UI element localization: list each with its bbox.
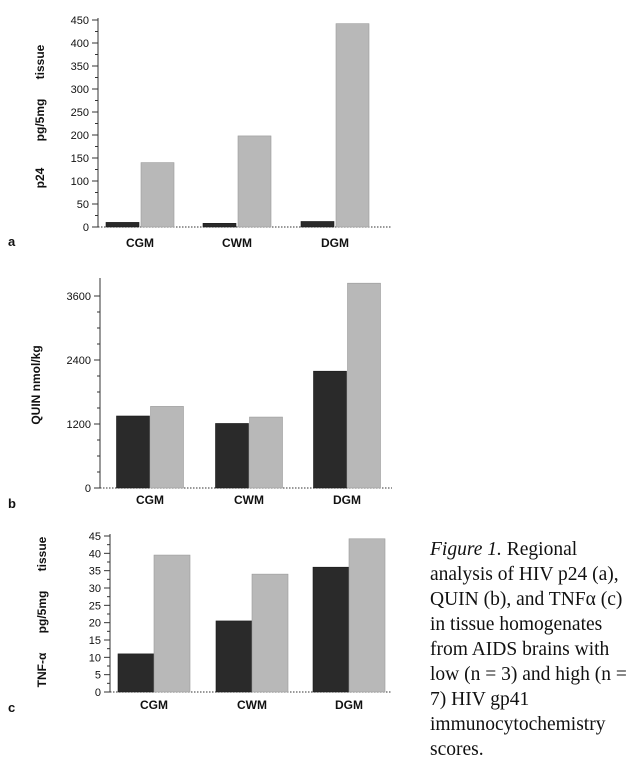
y-tick-label: 50: [77, 199, 89, 211]
y-axis-label: p24pg/5mgtissue: [33, 44, 47, 188]
caption-text: Regional analysis of HIV p24 (a), QUIN (…: [430, 539, 627, 760]
x-category-label: CWM: [234, 493, 264, 507]
bar-cgm-series-2: [150, 406, 184, 489]
x-category-label: CWM: [237, 698, 267, 712]
y-tick-label: 0: [95, 687, 101, 699]
panel-letter: c: [8, 700, 15, 715]
bar-dgm-series-1: [313, 370, 347, 489]
y-tick-label: 10: [89, 652, 101, 664]
x-category-label: CGM: [140, 698, 168, 712]
x-category-label: CGM: [126, 236, 154, 250]
bar-cgm-series-1: [116, 415, 150, 489]
x-category-label: CGM: [136, 493, 164, 507]
panel-b-chart: 0 1200 2400 3600 CGM CWM DGM QUIN nmol/kg b: [8, 278, 392, 511]
y-tick-label: 25: [89, 600, 101, 612]
y-tick-label: 250: [71, 107, 89, 119]
bar-dgm-series-2: [348, 538, 386, 693]
x-category-label: DGM: [333, 493, 361, 507]
panel-a-chart: 0 50 100 150 200 250 300 350 400 450 CGM CWM DGM p24p…: [8, 15, 392, 250]
x-category-label: DGM: [321, 236, 349, 250]
y-tick-label: 30: [89, 583, 101, 595]
bar-cgm-series-1: [117, 653, 155, 693]
y-axis-label: TNF-αpg/5mgtissue: [35, 536, 49, 687]
bar-cwm-series-1: [215, 620, 253, 693]
y-tick-label: 5: [95, 670, 101, 682]
y-tick-label: 2400: [67, 355, 91, 367]
y-tick-label: 15: [89, 635, 101, 647]
bar-cwm-series-2: [249, 416, 283, 489]
panel-c-chart: 0 5 10 15 20 25 30 35 40 45 CGM CWM DGM TNF-αpg/5mgti…: [8, 531, 392, 715]
figure-caption: Figure 1. Regional analysis of HIV p24 (…: [430, 537, 630, 762]
x-category-label: CWM: [222, 236, 252, 250]
bar-dgm-series-1: [312, 566, 350, 693]
bar-dgm-series-2: [335, 23, 370, 228]
y-tick-label: 300: [71, 84, 89, 96]
y-tick-label: 350: [71, 61, 89, 73]
y-axis-label: QUIN nmol/kg: [29, 345, 43, 424]
y-tick-label: 150: [71, 153, 89, 165]
bar-cgm-series-1: [105, 222, 140, 228]
y-tick-label: 35: [89, 566, 101, 578]
y-tick-label: 0: [85, 483, 91, 495]
y-tick-label: 200: [71, 130, 89, 142]
bar-cwm-series-2: [251, 573, 289, 693]
bar-cwm-series-1: [202, 223, 237, 228]
bar-cwm-series-1: [215, 423, 249, 489]
y-tick-label: 40: [89, 548, 101, 560]
y-tick-label: 1200: [67, 419, 91, 431]
bar-cwm-series-2: [237, 135, 272, 228]
bar-dgm-series-1: [300, 221, 335, 228]
y-tick-label: 450: [71, 15, 89, 27]
panel-letter: a: [8, 234, 16, 249]
y-tick-label: 400: [71, 38, 89, 50]
y-tick-label: 3600: [67, 291, 91, 303]
panel-letter: b: [8, 496, 16, 511]
y-tick-label: 45: [89, 531, 101, 543]
y-tick-label: 20: [89, 618, 101, 630]
y-tick-label: 100: [71, 176, 89, 188]
bar-dgm-series-2: [347, 282, 381, 489]
caption-label: Figure 1.: [430, 539, 502, 560]
bar-cgm-series-2: [140, 162, 175, 228]
y-tick-label: 0: [83, 222, 89, 234]
x-category-label: DGM: [335, 698, 363, 712]
bar-cgm-series-2: [153, 554, 191, 693]
